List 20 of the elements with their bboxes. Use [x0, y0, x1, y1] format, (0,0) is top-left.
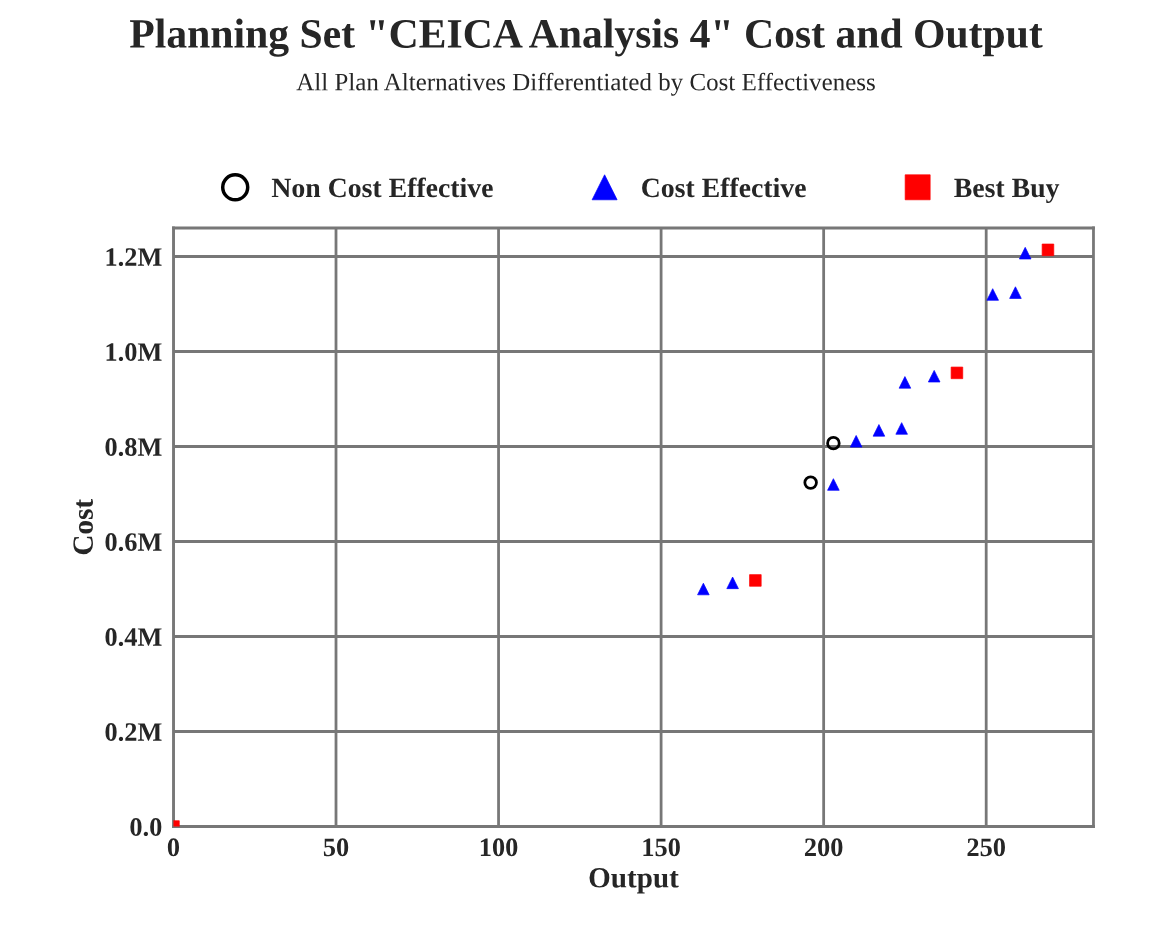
y-tick-label: 1.2M	[106, 248, 162, 267]
chart-title: Planning Set "CEICA Analysis 4" Cost and Output	[130, 18, 1043, 57]
legend-label: Cost Effective	[642, 177, 806, 198]
y-tick-label: 0.4M	[105, 628, 162, 647]
chart-subtitle: All Plan Alternatives Differentiated by Cost Effectiveness	[296, 72, 875, 96]
y-tick-label: 1.0M	[106, 343, 162, 362]
y-axis-title: Cost	[73, 499, 93, 555]
y-tick-label: 0.2M	[105, 723, 162, 742]
x-axis-title: Output	[589, 868, 679, 894]
x-tick-label: 250	[967, 838, 1005, 857]
y-tick-label: 0.6M	[105, 533, 162, 552]
x-tick-label: 100	[480, 838, 518, 857]
legend-label: Best Buy	[954, 178, 1060, 203]
y-tick-label: 0.8M	[105, 438, 162, 457]
y-tick-label: 0.0	[130, 818, 162, 837]
x-tick-label: 150	[643, 838, 680, 857]
legend-label: Non Cost Effective	[271, 177, 493, 198]
x-tick-label: 50	[323, 838, 349, 857]
x-tick-label: 200	[804, 838, 843, 857]
x-tick-label: 0	[167, 838, 180, 857]
